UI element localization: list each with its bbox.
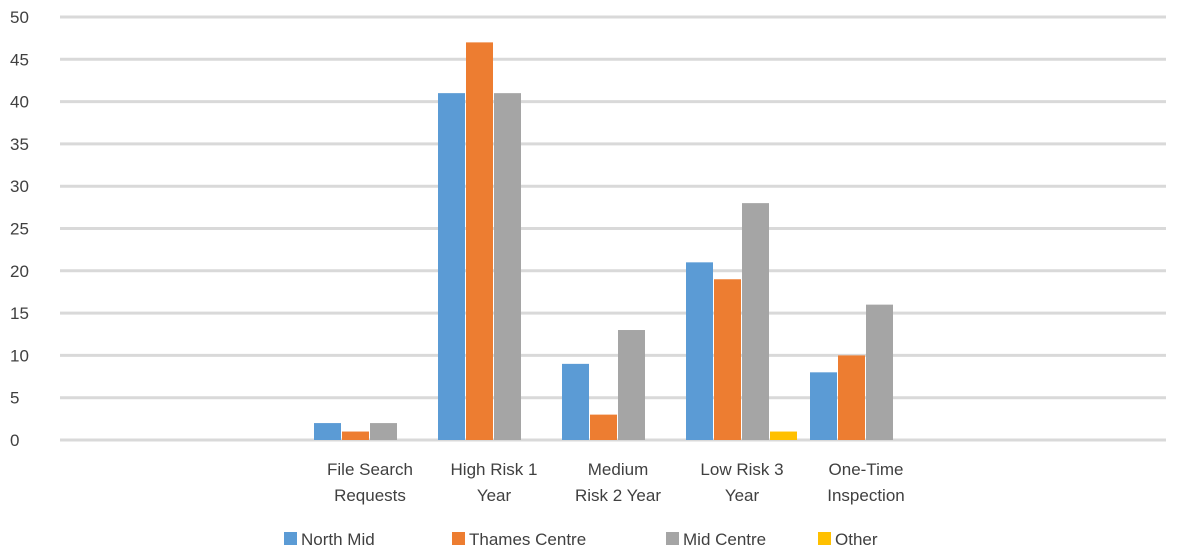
bar-north-mid: [438, 93, 465, 440]
legend-item: Other: [818, 530, 878, 549]
legend-swatch: [818, 532, 831, 545]
y-tick-label: 20: [10, 262, 29, 281]
bar-north-mid: [810, 372, 837, 440]
legend-item: Mid Centre: [666, 530, 766, 549]
bar-thames-centre: [466, 42, 493, 440]
bar-mid-centre: [618, 330, 645, 440]
y-tick-label: 10: [10, 346, 29, 365]
bar-north-mid: [562, 363, 589, 440]
x-axis-categories: File Search Requests High Risk 1 Year Medium…: [327, 460, 905, 505]
y-tick-label: 45: [10, 50, 29, 69]
x-category-label: One-Time: [829, 460, 904, 479]
y-axis-ticks: 0 5 10 15 20 25 30 35 40 45 50: [10, 8, 29, 450]
legend-label: North Mid: [301, 530, 375, 549]
bar-thames-centre: [714, 279, 741, 440]
x-category-label: Requests: [334, 486, 406, 505]
y-tick-label: 15: [10, 304, 29, 323]
x-category-label: Inspection: [827, 486, 905, 505]
legend-swatch: [452, 532, 465, 545]
y-tick-label: 0: [10, 431, 19, 450]
gridlines: [60, 15, 1166, 442]
bar-thames-centre: [590, 414, 617, 440]
legend-label: Other: [835, 530, 878, 549]
x-category-label: File Search: [327, 460, 413, 479]
legend-swatch: [666, 532, 679, 545]
bar-other: [770, 431, 797, 440]
y-tick-label: 5: [10, 389, 19, 408]
y-tick-label: 25: [10, 220, 29, 239]
x-category-label: Risk 2 Year: [575, 486, 661, 505]
legend-label: Mid Centre: [683, 530, 766, 549]
y-tick-label: 35: [10, 135, 29, 154]
bar-mid-centre: [866, 304, 893, 440]
y-tick-label: 50: [10, 8, 29, 27]
bar-thames-centre: [342, 431, 369, 440]
legend-item: Thames Centre: [452, 530, 586, 549]
legend-item: North Mid: [284, 530, 375, 549]
x-category-label: Medium: [588, 460, 648, 479]
x-category-label: Year: [477, 486, 512, 505]
bar-north-mid: [686, 262, 713, 440]
bar-thames-centre: [838, 355, 865, 440]
legend: North Mid Thames Centre Mid Centre Other: [284, 530, 878, 549]
bar-mid-centre: [742, 203, 769, 440]
y-tick-label: 30: [10, 177, 29, 196]
y-tick-label: 40: [10, 93, 29, 112]
x-category-label: High Risk 1: [451, 460, 538, 479]
x-category-label: Low Risk 3: [700, 460, 783, 479]
bar-north-mid: [314, 423, 341, 440]
bar-mid-centre: [494, 93, 521, 440]
bar-mid-centre: [370, 423, 397, 440]
bars: [314, 42, 893, 440]
x-category-label: Year: [725, 486, 760, 505]
legend-label: Thames Centre: [469, 530, 586, 549]
legend-swatch: [284, 532, 297, 545]
